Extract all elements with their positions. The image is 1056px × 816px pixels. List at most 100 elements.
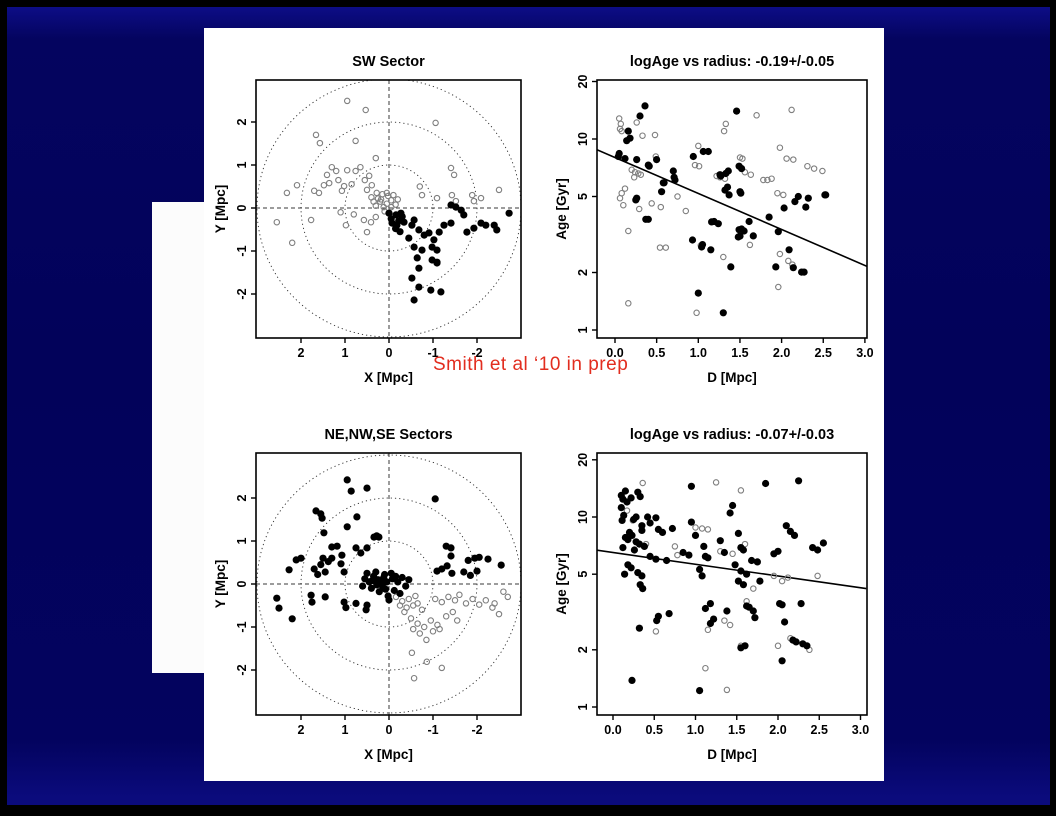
filled-data-point	[482, 221, 490, 229]
filled-data-point	[636, 493, 644, 501]
filled-data-point	[753, 558, 762, 566]
open-data-point	[784, 574, 792, 581]
open-data-point	[489, 604, 496, 611]
filled-data-point	[363, 544, 371, 552]
filled-data-point	[717, 172, 725, 180]
filled-data-point	[798, 268, 806, 276]
open-data-point	[778, 577, 786, 585]
open-data-point	[470, 197, 478, 205]
open-data-point	[692, 524, 699, 531]
filled-data-point	[782, 522, 790, 530]
filled-data-point	[415, 226, 423, 234]
plots-panel: 2 1 0 -1 -2 2 1 0 -1 -2 SW Sector X [Mpc] Y [Mpc] 0.0…	[204, 28, 884, 781]
y-tick-label: 20	[576, 453, 590, 467]
open-data-point	[615, 115, 623, 122]
filled-data-point	[418, 246, 426, 254]
open-data-point	[504, 593, 512, 601]
open-data-point	[780, 191, 787, 199]
filled-data-point	[333, 542, 341, 550]
filled-data-point	[408, 274, 416, 282]
open-data-point	[405, 595, 413, 603]
open-data-point	[747, 171, 755, 178]
filled-data-point	[685, 551, 693, 559]
filled-data-point	[706, 619, 714, 628]
filled-data-point	[484, 555, 492, 563]
open-data-point	[768, 175, 775, 182]
open-data-point	[774, 642, 782, 650]
regression-line	[597, 549, 867, 590]
filled-data-point	[368, 577, 376, 585]
open-data-point	[495, 186, 503, 194]
filled-data-point	[621, 487, 629, 495]
open-data-point	[704, 626, 712, 634]
filled-data-point	[778, 657, 786, 665]
filled-data-point	[308, 598, 316, 606]
filled-data-point	[658, 188, 666, 196]
filled-data-point	[338, 551, 346, 559]
open-data-point	[408, 649, 416, 657]
filled-data-point	[319, 554, 327, 562]
filled-data-point	[739, 581, 748, 589]
filled-data-point	[617, 504, 625, 512]
chart-title: logAge vs radius: -0.07+/-0.03	[630, 427, 834, 443]
open-data-point	[625, 300, 632, 307]
open-data-point	[616, 194, 624, 202]
filled-data-point	[375, 588, 383, 596]
filled-data-point	[774, 547, 782, 555]
open-data-point	[810, 165, 818, 172]
open-data-point	[423, 658, 431, 666]
open-data-point	[414, 600, 421, 607]
filled-data-point	[352, 599, 360, 608]
x-tick-label: 0.5	[646, 723, 663, 737]
filled-data-point	[804, 194, 812, 202]
filled-data-point	[785, 246, 793, 254]
open-data-point	[698, 525, 706, 532]
x-axis-label: X [Mpc]	[364, 370, 413, 385]
filled-data-point	[390, 586, 398, 595]
filled-data-point	[698, 572, 706, 580]
filled-data-point	[353, 513, 361, 521]
open-data-point	[651, 131, 659, 139]
filled-data-point	[273, 594, 281, 602]
x-tick-label: -1	[427, 723, 438, 737]
open-data-point	[363, 186, 371, 194]
filled-data-point	[691, 531, 700, 539]
filled-data-point	[410, 216, 418, 224]
y-tick-label: 20	[576, 75, 590, 89]
open-data-point	[819, 167, 826, 175]
filled-data-point	[405, 576, 413, 584]
filled-data-point	[635, 624, 643, 632]
open-data-point	[432, 119, 439, 127]
open-data-point	[401, 608, 408, 616]
open-data-point	[764, 176, 771, 184]
open-data-point	[418, 191, 426, 199]
filled-data-point	[762, 479, 770, 488]
open-data-point	[785, 257, 792, 265]
open-data-point	[450, 171, 458, 179]
filled-data-point	[794, 192, 802, 201]
open-data-point	[323, 171, 331, 179]
filled-data-point	[714, 220, 722, 228]
filled-data-point	[624, 536, 632, 544]
plot-area	[597, 102, 867, 317]
filled-data-point	[749, 607, 757, 615]
y-axis-label: Y [Mpc]	[213, 560, 228, 609]
filled-data-point	[402, 582, 410, 590]
filled-data-point	[727, 263, 735, 271]
filled-data-point	[725, 191, 733, 199]
filled-data-point	[774, 228, 782, 236]
open-data-point	[652, 628, 660, 635]
filled-data-point	[285, 566, 293, 574]
filled-data-point	[706, 600, 714, 608]
x-tick-label: 0	[386, 723, 393, 737]
filled-data-point	[668, 524, 676, 533]
open-data-point	[695, 142, 702, 150]
filled-data-point	[723, 607, 731, 615]
filled-data-point	[780, 204, 788, 212]
filled-data-point	[814, 546, 822, 554]
open-data-point	[674, 193, 681, 200]
open-data-point	[721, 617, 728, 624]
x-axis-label: D [Mpc]	[707, 747, 757, 762]
open-data-point	[337, 209, 344, 216]
filled-data-point	[797, 600, 805, 608]
